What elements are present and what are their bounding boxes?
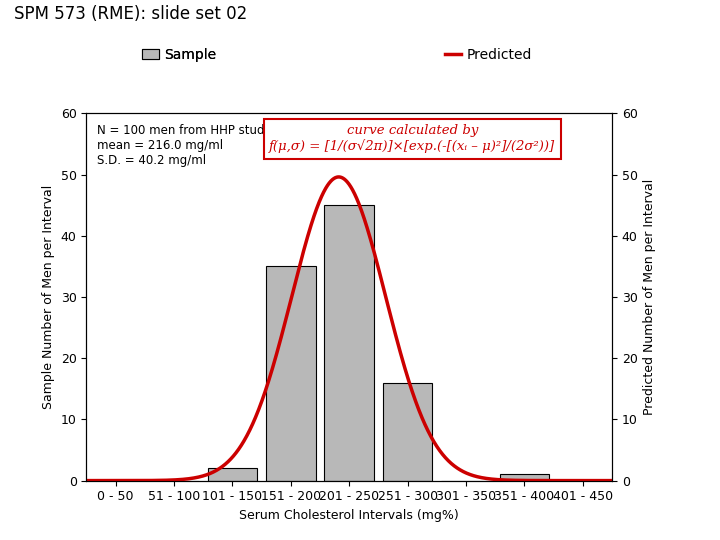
Legend: Sample: Sample: [137, 42, 222, 67]
Bar: [325, 205, 374, 481]
Y-axis label: Sample Number of Men per Interval: Sample Number of Men per Interval: [42, 185, 55, 409]
Text: curve calculated by
f(μ,σ) = [1/(σ√2π)]×[exp.(-[(xᵢ – μ)²]/(2σ²))]: curve calculated by f(μ,σ) = [1/(σ√2π)]×…: [269, 124, 555, 153]
Text: N = 100 men from HHP study
mean = 216.0 mg/ml
S.D. = 40.2 mg/ml: N = 100 men from HHP study mean = 216.0 …: [97, 124, 271, 167]
Bar: [266, 266, 315, 481]
Y-axis label: Predicted Number of Men per Interval: Predicted Number of Men per Interval: [643, 179, 656, 415]
Bar: [500, 475, 549, 481]
Bar: [383, 383, 433, 481]
Text: SPM 573 (RME): slide set 02: SPM 573 (RME): slide set 02: [14, 5, 248, 23]
Legend: Predicted: Predicted: [439, 42, 538, 67]
X-axis label: Serum Cholesterol Intervals (mg%): Serum Cholesterol Intervals (mg%): [239, 509, 459, 522]
Bar: [207, 468, 257, 481]
